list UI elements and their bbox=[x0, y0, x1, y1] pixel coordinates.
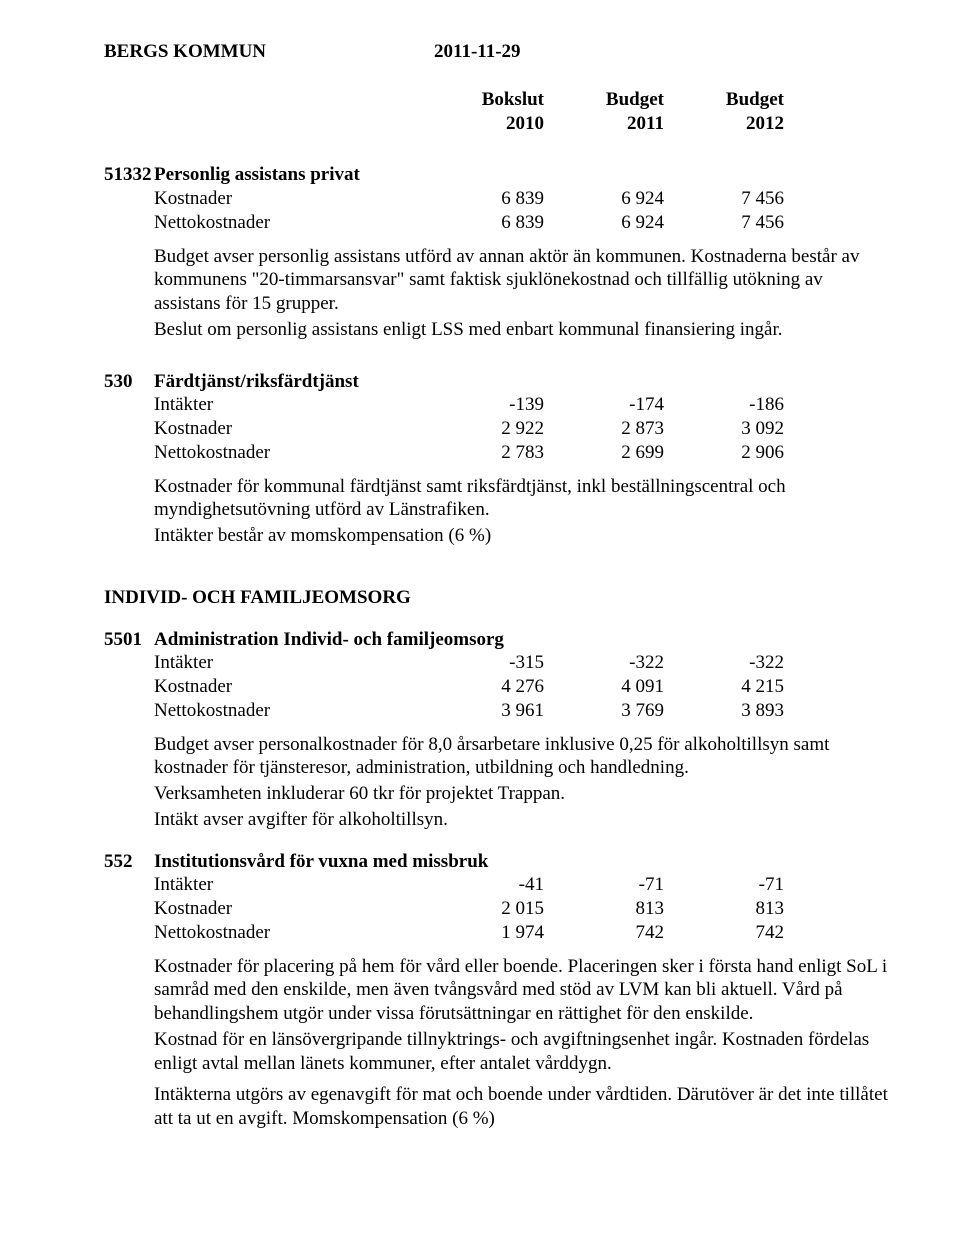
col3-header-a: Budget bbox=[674, 88, 794, 112]
section-paragraph: Budget avser personalkostnader för 8,0 å… bbox=[154, 733, 888, 832]
row-label: Kostnader bbox=[154, 675, 434, 699]
cell: -41 bbox=[434, 873, 554, 897]
para-text: Budget avser personlig assistans utförd … bbox=[154, 245, 888, 316]
section-code: 5501 bbox=[104, 628, 154, 652]
row-label: Nettokostnader bbox=[154, 211, 434, 235]
row-label: Nettokostnader bbox=[154, 921, 434, 945]
para-text: Budget avser personalkostnader för 8,0 å… bbox=[154, 733, 888, 781]
cell: 4 215 bbox=[674, 675, 794, 699]
row-label: Kostnader bbox=[154, 187, 434, 211]
cell: -322 bbox=[674, 651, 794, 675]
section-paragraph: Kostnader för kommunal färdtjänst samt r… bbox=[154, 475, 888, 548]
col1-header-b: 2010 bbox=[434, 112, 554, 136]
para-text: Beslut om personlig assistans enligt LSS… bbox=[154, 318, 888, 342]
cell: 7 456 bbox=[674, 211, 794, 235]
cell: 3 092 bbox=[674, 417, 794, 441]
cell: 2 783 bbox=[434, 441, 554, 465]
cell: 1 974 bbox=[434, 921, 554, 945]
cell: 7 456 bbox=[674, 187, 794, 211]
cell: 6 924 bbox=[554, 211, 674, 235]
para-text: Intäkter består av momskompensation (6 %… bbox=[154, 524, 888, 548]
para-text: Kostnader för kommunal färdtjänst samt r… bbox=[154, 475, 888, 523]
row-label: Intäkter bbox=[154, 651, 434, 675]
column-headers-row2: 2010 2011 2012 bbox=[104, 112, 888, 136]
section-552: 552 Institutionsvård för vuxna med missb… bbox=[104, 850, 888, 1131]
section-530: 530 Färdtjänst/riksfärdtjänst Intäkter -… bbox=[104, 370, 888, 548]
col2-header-a: Budget bbox=[554, 88, 674, 112]
col1-header-a: Bokslut bbox=[434, 88, 554, 112]
cell: 2 922 bbox=[434, 417, 554, 441]
cell: 813 bbox=[554, 897, 674, 921]
header-date: 2011-11-29 bbox=[434, 40, 521, 64]
row-label: Nettokostnader bbox=[154, 699, 434, 723]
cell: 3 961 bbox=[434, 699, 554, 723]
cell: 2 906 bbox=[674, 441, 794, 465]
cell: 4 091 bbox=[554, 675, 674, 699]
column-headers-row1: Bokslut Budget Budget bbox=[104, 88, 888, 112]
cell: 3 893 bbox=[674, 699, 794, 723]
cell: 3 769 bbox=[554, 699, 674, 723]
section-51332: 51332 Personlig assistans privat Kostnad… bbox=[104, 163, 888, 341]
main-heading: INDIVID- OCH FAMILJEOMSORG bbox=[104, 586, 888, 610]
cell: 2 015 bbox=[434, 897, 554, 921]
row-label: Kostnader bbox=[154, 417, 434, 441]
row-label: Nettokostnader bbox=[154, 441, 434, 465]
section-title: Administration Individ- och familjeomsor… bbox=[154, 628, 504, 652]
para-text: Kostnad för en länsövergripande tillnykt… bbox=[154, 1028, 888, 1076]
cell: -71 bbox=[674, 873, 794, 897]
cell: -322 bbox=[554, 651, 674, 675]
row-label: Intäkter bbox=[154, 873, 434, 897]
cell: -139 bbox=[434, 393, 554, 417]
row-label: Intäkter bbox=[154, 393, 434, 417]
cell: 2 873 bbox=[554, 417, 674, 441]
row-label: Kostnader bbox=[154, 897, 434, 921]
cell: -186 bbox=[674, 393, 794, 417]
cell: -174 bbox=[554, 393, 674, 417]
cell: 742 bbox=[674, 921, 794, 945]
section-paragraph: Budget avser personlig assistans utförd … bbox=[154, 245, 888, 342]
col2-header-b: 2011 bbox=[554, 112, 674, 136]
section-title: Personlig assistans privat bbox=[154, 163, 360, 187]
section-paragraph: Kostnader för placering på hem för vård … bbox=[154, 955, 888, 1131]
section-code: 51332 bbox=[104, 163, 154, 187]
org-name: BERGS KOMMUN bbox=[104, 40, 434, 64]
section-code: 552 bbox=[104, 850, 154, 874]
cell: 742 bbox=[554, 921, 674, 945]
cell: 2 699 bbox=[554, 441, 674, 465]
cell: -315 bbox=[434, 651, 554, 675]
section-title: Färdtjänst/riksfärdtjänst bbox=[154, 370, 359, 394]
para-text: Kostnader för placering på hem för vård … bbox=[154, 955, 888, 1026]
section-5501: 5501 Administration Individ- och familje… bbox=[104, 628, 888, 832]
para-text: Verksamheten inkluderar 60 tkr för proje… bbox=[154, 782, 888, 806]
header-line: BERGS KOMMUN 2011-11-29 bbox=[104, 40, 888, 64]
cell: -71 bbox=[554, 873, 674, 897]
cell: 4 276 bbox=[434, 675, 554, 699]
para-text: Intäkterna utgörs av egenavgift för mat … bbox=[154, 1083, 888, 1131]
section-code: 530 bbox=[104, 370, 154, 394]
cell: 6 839 bbox=[434, 211, 554, 235]
cell: 6 839 bbox=[434, 187, 554, 211]
col3-header-b: 2012 bbox=[674, 112, 794, 136]
para-text: Intäkt avser avgifter för alkoholtillsyn… bbox=[154, 808, 888, 832]
cell: 6 924 bbox=[554, 187, 674, 211]
section-title: Institutionsvård för vuxna med missbruk bbox=[154, 850, 488, 874]
cell: 813 bbox=[674, 897, 794, 921]
